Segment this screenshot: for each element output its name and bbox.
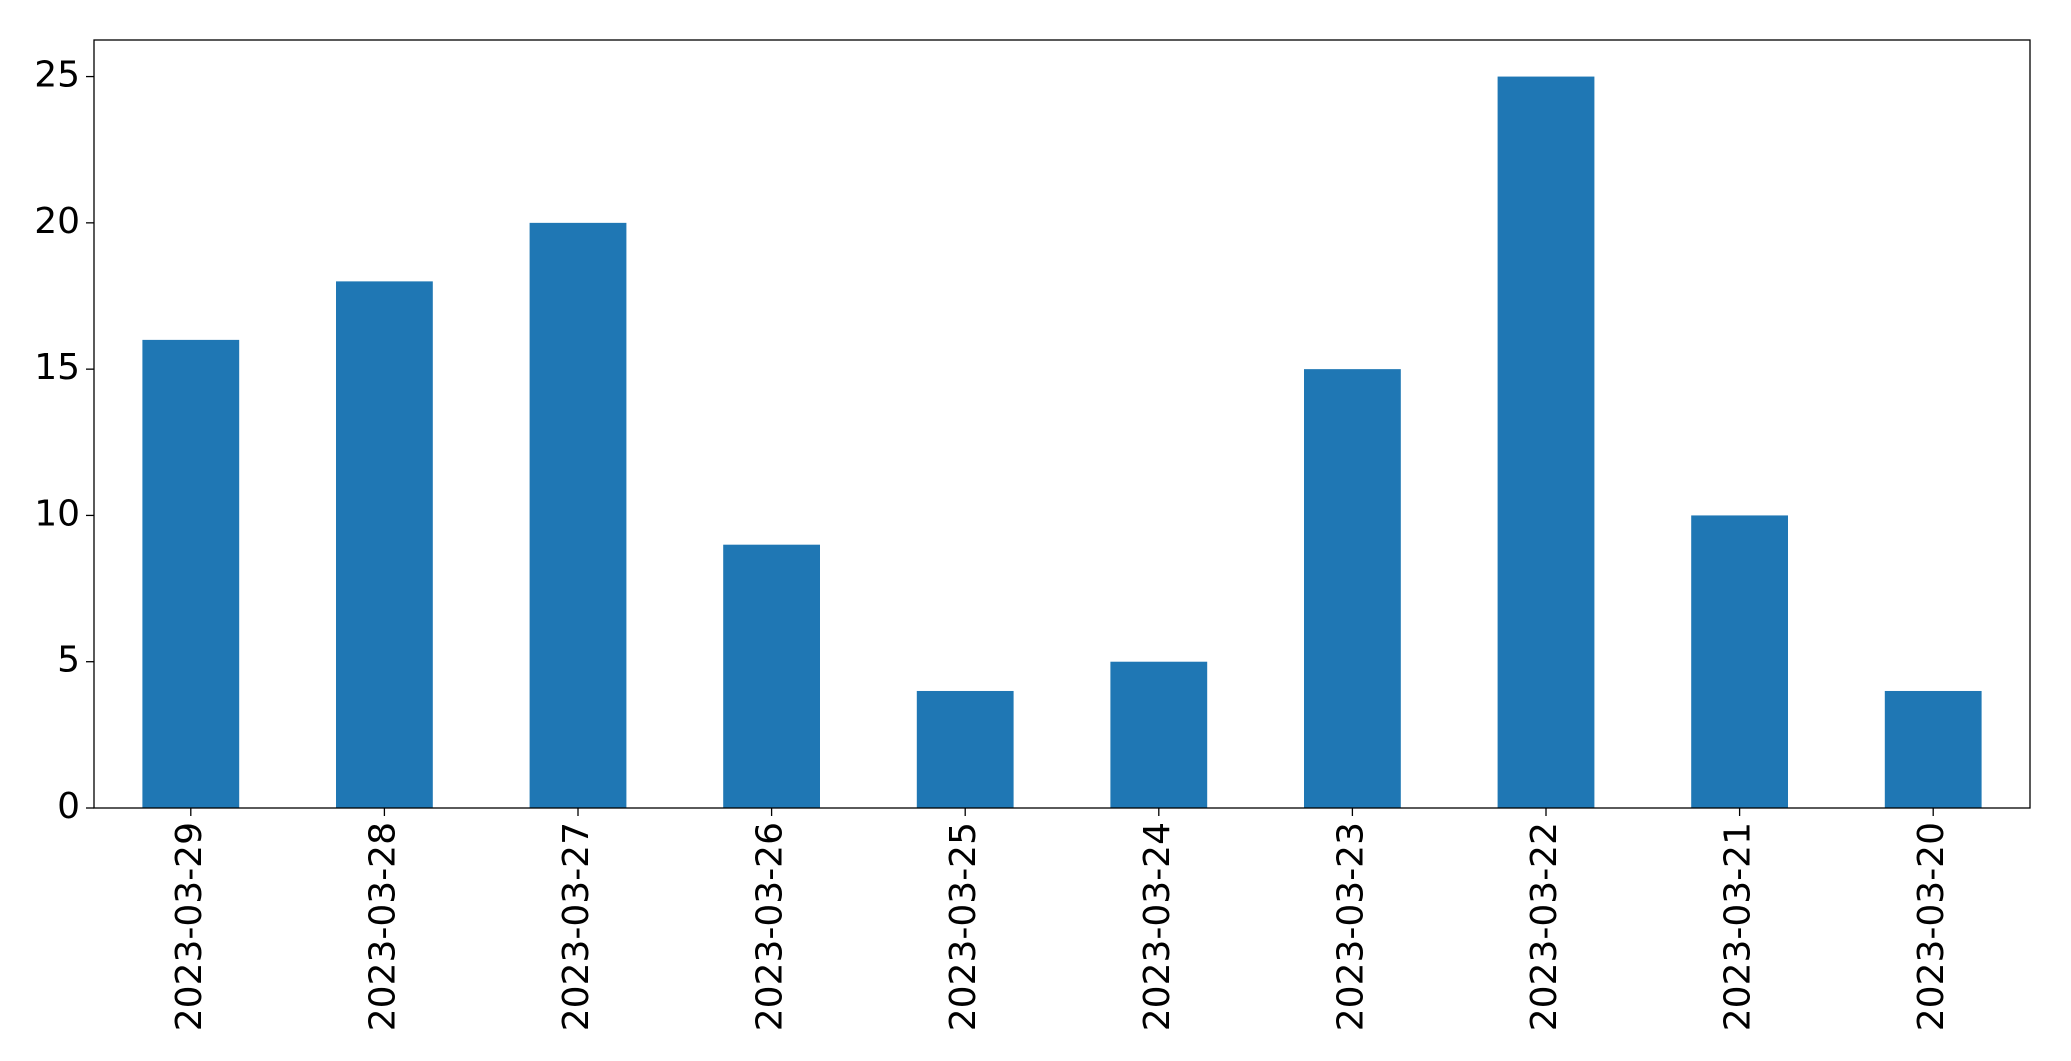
- bar: [1304, 369, 1401, 808]
- bar: [916, 690, 1014, 808]
- y-tick-label: 20: [34, 201, 80, 242]
- x-tick-label: 2023-03-25: [943, 822, 984, 1031]
- bar: [336, 281, 433, 808]
- x-tick-label: 2023-03-22: [1524, 822, 1565, 1031]
- x-tick-label: 2023-03-24: [1137, 822, 1178, 1031]
- y-tick-label: 10: [34, 493, 80, 534]
- x-tick-label: 2023-03-29: [169, 822, 210, 1031]
- bar: [142, 339, 240, 808]
- x-tick-label: 2023-03-27: [556, 822, 597, 1031]
- bar: [723, 544, 820, 808]
- x-tick-label: 2023-03-20: [1911, 822, 1952, 1031]
- bar: [1691, 515, 1788, 808]
- x-tick-label: 2023-03-23: [1330, 822, 1371, 1031]
- y-tick-label: 5: [57, 640, 80, 681]
- y-tick-label: 25: [34, 55, 80, 96]
- bar: [1884, 690, 1982, 808]
- plot-frame: [93, 39, 2031, 809]
- bar: [1110, 661, 1208, 808]
- y-tick-label: 0: [57, 786, 80, 827]
- x-tick-label: 2023-03-26: [750, 822, 791, 1031]
- bar: [529, 222, 627, 808]
- x-tick-label: 2023-03-28: [362, 822, 403, 1031]
- bar: [1497, 76, 1595, 809]
- x-tick-label: 2023-03-21: [1718, 822, 1759, 1031]
- y-tick-label: 15: [34, 347, 80, 388]
